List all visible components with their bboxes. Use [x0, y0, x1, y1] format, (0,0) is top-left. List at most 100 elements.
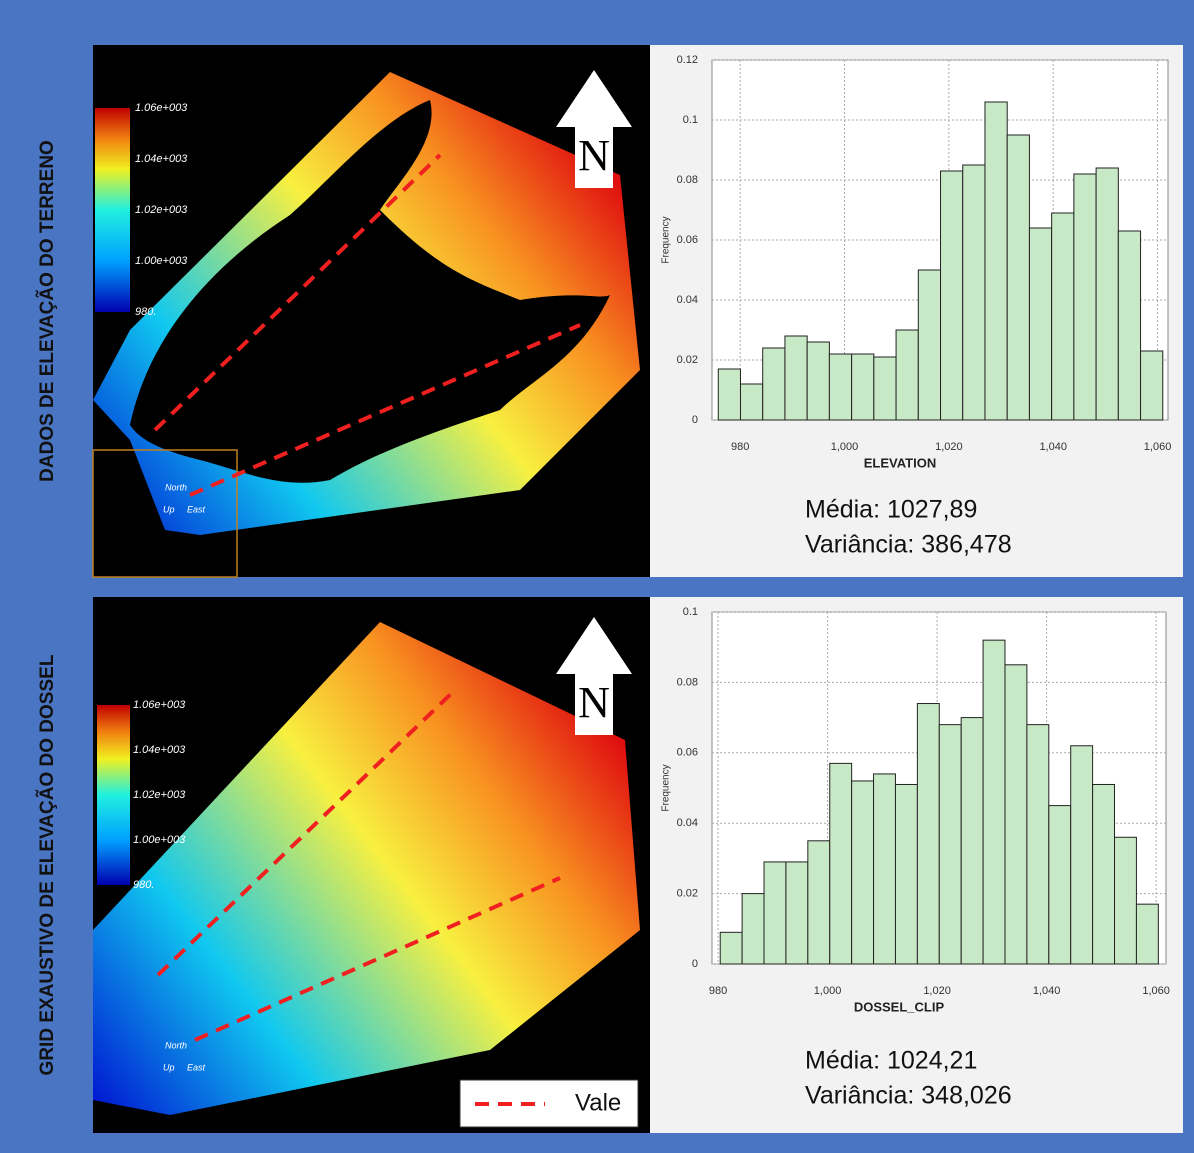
x-tick-label: 1,040 — [1033, 985, 1061, 997]
y-tick-label: 0.06 — [677, 234, 698, 246]
bar — [873, 773, 896, 965]
inset-frame — [92, 449, 238, 578]
canopy-map — [93, 622, 640, 1115]
bar — [895, 329, 919, 421]
bar — [940, 170, 964, 421]
bar — [916, 703, 940, 965]
colorbar-label: 1.02e+003 — [133, 789, 186, 801]
bar — [1135, 903, 1159, 965]
orientation-label: Up — [163, 1062, 175, 1072]
y-tick-label: 0.12 — [677, 54, 698, 66]
x-tick-label: 1,060 — [1144, 441, 1172, 453]
bar — [960, 717, 984, 965]
legend-label: Vale — [575, 1089, 621, 1116]
colorbar-label: 1.04e+003 — [135, 153, 188, 165]
bar — [785, 861, 809, 965]
bar — [1092, 783, 1116, 965]
bar — [984, 101, 1008, 421]
colorbar-label: 1.00e+003 — [133, 834, 186, 846]
bar — [1095, 167, 1119, 421]
valley-line — [153, 153, 442, 432]
bar — [1051, 212, 1075, 421]
legend-box — [459, 1079, 639, 1128]
bar — [1028, 227, 1053, 421]
x-axis-label: DOSSEL_CLIP — [854, 999, 945, 1014]
north-arrow — [556, 70, 632, 188]
y-tick-label: 0.1 — [683, 606, 698, 618]
colorbar-label: 1.00e+003 — [135, 255, 188, 267]
y-axis-label: Frequency — [661, 216, 672, 263]
bar — [828, 353, 853, 421]
bar — [829, 762, 853, 965]
x-tick-label: 1,020 — [935, 441, 963, 453]
stat-annotation: Variância: 386,478 — [805, 531, 1012, 559]
bar — [1004, 664, 1028, 965]
bar — [741, 893, 765, 965]
bar — [717, 368, 741, 421]
x-tick-label: 1,020 — [923, 985, 951, 997]
bar — [1026, 724, 1050, 965]
bar — [873, 356, 897, 421]
panel-label: GRID EXAUSTIVO DE ELEVAÇÃO DO DOSSEL — [36, 654, 58, 1075]
x-tick-label: 1,000 — [831, 441, 859, 453]
compass-letter: N — [578, 131, 610, 180]
bar — [894, 783, 918, 965]
y-tick-label: 0.04 — [677, 294, 698, 306]
bar — [851, 353, 875, 421]
bar — [1048, 805, 1072, 965]
x-tick-label: 980 — [709, 985, 727, 997]
bar — [1070, 745, 1094, 965]
panel-label: DADOS DE ELEVAÇÃO DO TERRENO — [36, 140, 58, 482]
colorbar-label: 1.02e+003 — [135, 204, 188, 216]
colorbar-label: 980. — [135, 306, 156, 318]
y-tick-label: 0.1 — [683, 114, 698, 126]
y-axis-label: Frequency — [661, 764, 672, 811]
x-tick-label: 1,040 — [1039, 441, 1067, 453]
orientation-label: North — [165, 482, 187, 492]
bar — [851, 780, 875, 965]
compass-letter: N — [578, 678, 610, 727]
colorbar-label: 1.06e+003 — [133, 699, 186, 711]
colorbar-label: 980. — [133, 879, 154, 891]
bar — [962, 164, 986, 421]
y-tick-label: 0.08 — [677, 676, 698, 688]
y-tick-label: 0.08 — [677, 174, 698, 186]
colorbar-label: 1.06e+003 — [135, 102, 188, 114]
stat-annotation: Média: 1024,21 — [805, 1047, 977, 1075]
bar — [1117, 230, 1142, 421]
y-tick-label: 0.02 — [677, 888, 698, 900]
bar — [784, 335, 808, 421]
x-tick-label: 980 — [731, 441, 749, 453]
y-tick-label: 0 — [692, 958, 698, 970]
bar — [917, 269, 942, 421]
valley-line — [194, 876, 561, 1042]
orientation-label: East — [187, 504, 206, 514]
bar — [1114, 836, 1137, 965]
masked-area — [130, 100, 610, 483]
y-tick-label: 0.04 — [677, 817, 698, 829]
bar — [763, 861, 787, 965]
y-tick-label: 0.06 — [677, 747, 698, 759]
valley-line — [189, 323, 581, 497]
colorbar — [95, 108, 130, 312]
bar — [1006, 134, 1030, 421]
y-tick-label: 0 — [692, 414, 698, 426]
colorbar — [97, 705, 130, 885]
orientation-label: North — [165, 1040, 187, 1050]
bar — [807, 840, 831, 965]
bar — [762, 347, 786, 421]
stat-annotation: Variância: 348,026 — [805, 1082, 1012, 1110]
x-axis-label: ELEVATION — [864, 455, 936, 470]
bar — [806, 341, 830, 421]
orientation-label: East — [187, 1062, 206, 1072]
orientation-label: Up — [163, 504, 175, 514]
bar — [1073, 173, 1097, 421]
north-arrow — [556, 617, 632, 735]
bar — [719, 931, 743, 965]
x-tick-label: 1,060 — [1142, 985, 1170, 997]
bar — [938, 724, 962, 965]
bar — [739, 383, 764, 421]
x-tick-label: 1,000 — [814, 985, 842, 997]
